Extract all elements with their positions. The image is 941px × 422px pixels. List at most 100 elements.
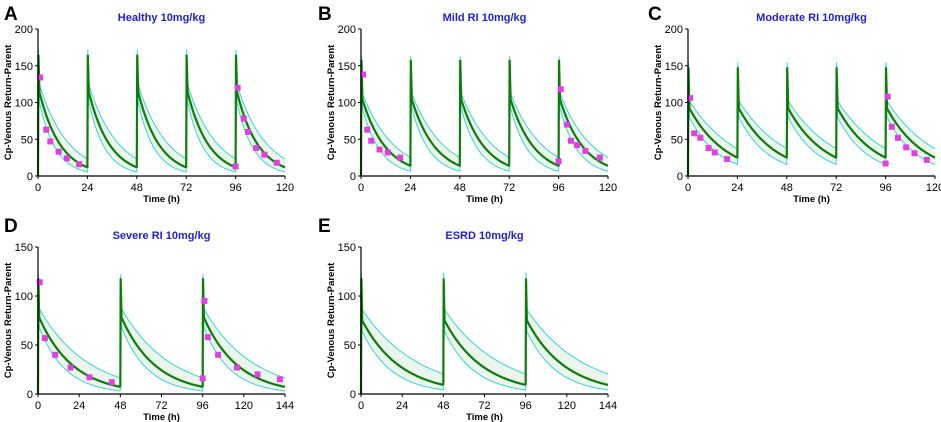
observed-point: [884, 93, 891, 100]
x-tick-label: 48: [437, 400, 449, 412]
x-tick-label: 96: [520, 400, 532, 412]
x-tick-label: 144: [276, 400, 294, 412]
x-tick-label: 120: [235, 400, 253, 412]
prediction-band-fill: [688, 62, 935, 176]
panel-title: Healthy 10mg/kg: [118, 12, 205, 24]
x-tick-label: 48: [781, 182, 793, 194]
observed-point: [687, 95, 694, 102]
prediction-band-fill: [361, 56, 608, 177]
observed-point: [724, 156, 731, 163]
y-tick-label: 0: [350, 389, 356, 401]
panel-letter: B: [318, 4, 332, 25]
observed-point: [232, 163, 239, 170]
x-tick-label: 96: [197, 400, 209, 412]
x-tick-label: 120: [599, 182, 617, 194]
x-axis-title: Time (h): [466, 194, 503, 205]
median-line: [359, 59, 609, 177]
chart-panel-c: C Moderate RI 10mg/kg 0 50 100 150 200 0 24 48 72 9…: [648, 4, 941, 205]
observed-point: [86, 374, 93, 381]
x-tick-label: 0: [358, 182, 364, 194]
chart-panel-d: D Severe RI 10mg/kg 0 50 100 150 0 24 48 72 96 120 1…: [3, 216, 294, 422]
x-tick-label: 72: [180, 182, 192, 194]
observed-point: [108, 379, 115, 386]
y-tick-label: 100: [338, 98, 356, 110]
observed-point: [368, 137, 375, 144]
upper-bound-line: [360, 272, 609, 395]
x-tick-label: 24: [81, 182, 93, 194]
observed-point: [67, 364, 74, 371]
x-tick-label: 24: [731, 182, 743, 194]
observed-point: [276, 376, 283, 383]
x-tick-label: 24: [73, 400, 85, 412]
observed-point: [254, 371, 261, 378]
y-tick-label: 0: [350, 171, 356, 183]
chart-panel-a: A Healthy 10mg/kg 0 50 100 150 200 0 24 48 72 96 120…: [3, 4, 294, 205]
observed-point: [567, 137, 574, 144]
observed-point: [55, 148, 62, 155]
observed-point: [240, 115, 247, 122]
x-tick-label: 120: [276, 182, 294, 194]
y-tick-label: 200: [338, 24, 356, 36]
panel-letter: E: [318, 216, 331, 237]
x-axis-title: Time (h): [466, 412, 503, 422]
observed-point: [364, 126, 371, 133]
x-tick-label: 24: [404, 182, 416, 194]
x-tick-label: 48: [114, 400, 126, 412]
observed-point: [882, 160, 889, 167]
observed-point: [691, 130, 698, 137]
y-tick-label: 0: [27, 171, 33, 183]
observed-point: [360, 71, 367, 78]
x-tick-label: 0: [685, 182, 691, 194]
observed-point: [215, 351, 222, 358]
x-tick-label: 0: [35, 400, 41, 412]
y-tick-label: 150: [338, 61, 356, 73]
x-tick-label: 120: [558, 400, 576, 412]
observed-point: [43, 126, 50, 133]
median-line: [36, 278, 286, 395]
panel-title: Mild RI 10mg/kg: [443, 12, 527, 24]
y-tick-label: 50: [344, 340, 356, 352]
y-tick-label: 100: [338, 291, 356, 303]
observed-point: [563, 121, 570, 128]
y-tick-label: 50: [21, 340, 33, 352]
chart-panel-b: B Mild RI 10mg/kg 0 50 100 150 200 0 24 48 72 96 120…: [318, 4, 617, 205]
x-tick-label: 96: [552, 182, 564, 194]
prediction-band-fill: [38, 274, 285, 394]
x-tick-label: 0: [35, 182, 41, 194]
panel-letter: C: [648, 4, 662, 25]
observed-point: [201, 297, 208, 304]
y-axis-title: Cp-Venous Return-Parent: [3, 262, 14, 378]
observed-point: [888, 123, 895, 130]
prediction-band-fill: [361, 272, 608, 394]
observed-point: [244, 128, 251, 135]
y-axis-title: Cp-Venous Return-Parent: [3, 44, 14, 160]
x-tick-label: 72: [503, 182, 515, 194]
observed-point: [711, 149, 718, 156]
observed-point: [273, 159, 280, 166]
x-tick-label: 96: [879, 182, 891, 194]
y-axis-title: Cp-Venous Return-Parent: [653, 44, 664, 160]
y-tick-label: 50: [344, 134, 356, 146]
observed-point: [47, 138, 54, 145]
x-tick-label: 120: [926, 182, 941, 194]
observed-point: [596, 154, 603, 161]
observed-point: [903, 144, 910, 151]
observed-point: [582, 148, 589, 155]
y-tick-label: 150: [15, 61, 33, 73]
x-tick-label: 24: [396, 400, 408, 412]
median-line: [686, 67, 936, 177]
panel-letter: A: [4, 4, 18, 25]
observed-point: [41, 335, 48, 342]
observed-point: [204, 334, 211, 341]
observed-point: [574, 142, 581, 149]
y-tick-label: 100: [15, 291, 33, 303]
panel-title: Severe RI 10mg/kg: [113, 230, 211, 242]
x-tick-label: 0: [358, 400, 364, 412]
x-tick-label: 72: [155, 400, 167, 412]
panel-letter: D: [4, 216, 18, 237]
x-tick-label: 48: [454, 182, 466, 194]
upper-bound-line: [687, 62, 936, 177]
lower-bound-line: [37, 284, 286, 395]
observed-point: [37, 74, 44, 81]
upper-bound-line: [37, 274, 286, 395]
